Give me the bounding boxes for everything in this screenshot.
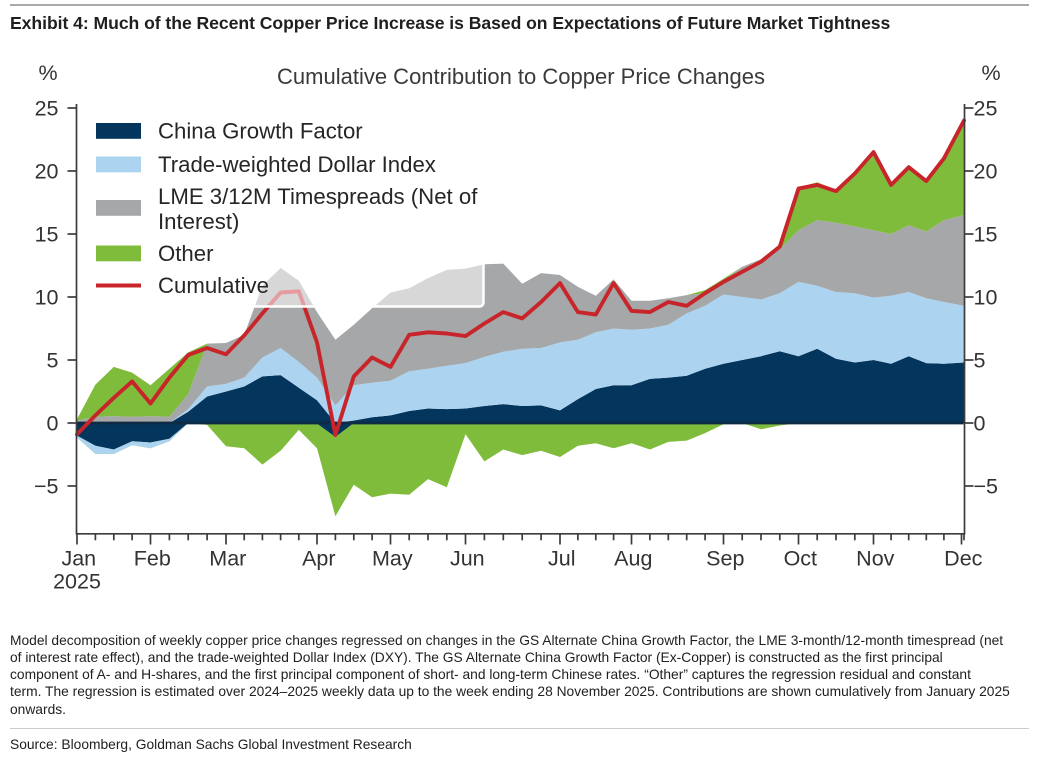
svg-text:15: 15 bbox=[35, 223, 59, 247]
svg-text:Sep: Sep bbox=[706, 547, 744, 571]
svg-text:25: 25 bbox=[35, 97, 59, 121]
svg-text:Mar: Mar bbox=[209, 547, 246, 571]
svg-text:5: 5 bbox=[47, 349, 59, 373]
svg-text:Trade-weighted Dollar Index: Trade-weighted Dollar Index bbox=[158, 152, 436, 177]
svg-text:Nov: Nov bbox=[856, 547, 894, 571]
svg-text:25: 25 bbox=[974, 97, 998, 121]
svg-text:Jan: Jan bbox=[61, 547, 96, 571]
svg-text:0: 0 bbox=[974, 412, 986, 436]
svg-text:−5: −5 bbox=[34, 475, 59, 499]
svg-text:20: 20 bbox=[974, 160, 998, 184]
svg-text:15: 15 bbox=[974, 223, 998, 247]
svg-text:10: 10 bbox=[974, 286, 998, 310]
svg-text:Interest): Interest) bbox=[158, 209, 239, 234]
svg-text:0: 0 bbox=[47, 412, 59, 436]
svg-text:Jun: Jun bbox=[450, 547, 485, 571]
svg-text:Dec: Dec bbox=[944, 547, 982, 571]
svg-text:Oct: Oct bbox=[784, 547, 817, 571]
svg-text:Cumulative: Cumulative bbox=[158, 273, 269, 298]
svg-text:Feb: Feb bbox=[134, 547, 171, 571]
svg-text:%: % bbox=[38, 61, 57, 85]
svg-text:2025: 2025 bbox=[53, 570, 101, 594]
svg-text:May: May bbox=[372, 547, 413, 571]
svg-text:20: 20 bbox=[35, 160, 59, 184]
svg-text:Apr: Apr bbox=[302, 547, 335, 571]
svg-text:China Growth Factor: China Growth Factor bbox=[158, 119, 363, 144]
svg-text:Jul: Jul bbox=[548, 547, 575, 571]
svg-text:Other: Other bbox=[158, 241, 214, 266]
svg-text:−5: −5 bbox=[974, 475, 999, 499]
svg-text:Cumulative Contribution to Cop: Cumulative Contribution to Copper Price … bbox=[277, 64, 765, 89]
svg-text:LME 3/12M Timespreads (Net of: LME 3/12M Timespreads (Net of bbox=[158, 184, 478, 209]
svg-text:%: % bbox=[981, 61, 1000, 85]
svg-text:10: 10 bbox=[35, 286, 59, 310]
svg-text:5: 5 bbox=[974, 349, 986, 373]
svg-text:Aug: Aug bbox=[614, 547, 652, 571]
